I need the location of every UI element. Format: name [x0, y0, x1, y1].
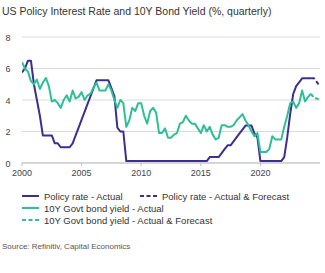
legend-item: 10Y Govt bond yield - Actual & Forecast [22, 215, 213, 226]
legend-label: Policy rate - Actual & Forecast [162, 191, 290, 202]
grid-line [22, 100, 320, 101]
legend-swatch [22, 195, 39, 197]
y-tick-label: 4 [5, 96, 10, 106]
y-tick-label: 8 [5, 33, 10, 43]
source: Source: Refinitiv, Capital Economics [2, 242, 130, 251]
x-tick-label: 2000 [12, 168, 32, 178]
x-axis-line [22, 163, 320, 164]
x-tick [200, 163, 201, 166]
legend-swatch [140, 195, 157, 197]
grid-line [22, 131, 320, 132]
x-tick [22, 163, 23, 166]
x-tick-label: 2020 [250, 168, 270, 178]
plot-area [22, 61, 320, 161]
legend-item: Policy rate - Actual [22, 191, 123, 202]
grid-line [22, 68, 320, 69]
x-tick [141, 163, 142, 166]
grid-line [22, 37, 320, 38]
x-tick-label: 2005 [72, 168, 92, 178]
legend-item: Policy rate - Actual & Forecast [140, 191, 290, 202]
legend-label: 10Y Govt bond yield - Actual [44, 203, 164, 214]
legend-label: 10Y Govt bond yield - Actual & Forecast [44, 215, 213, 226]
title: US Policy Interest Rate and 10Y Bond Yie… [2, 5, 271, 17]
chart: US Policy Interest Rate and 10Y Bond Yie… [0, 0, 325, 273]
series-line [22, 62, 311, 152]
y-tick-label: 6 [5, 64, 10, 74]
series-line [311, 94, 320, 100]
legend-swatch [22, 219, 39, 221]
legend-label: Policy rate - Actual [44, 191, 123, 202]
x-tick [260, 163, 261, 166]
y-tick-label: 2 [5, 127, 10, 137]
x-tick-label: 2010 [131, 168, 151, 178]
legend-swatch [22, 207, 39, 209]
y-tick-label: 0 [5, 159, 10, 169]
series-line [22, 61, 311, 161]
legend-item: 10Y Govt bond yield - Actual [22, 203, 164, 214]
x-tick [81, 163, 82, 166]
x-tick-label: 2015 [191, 168, 211, 178]
grid-line [22, 163, 320, 164]
series-line [311, 78, 320, 86]
